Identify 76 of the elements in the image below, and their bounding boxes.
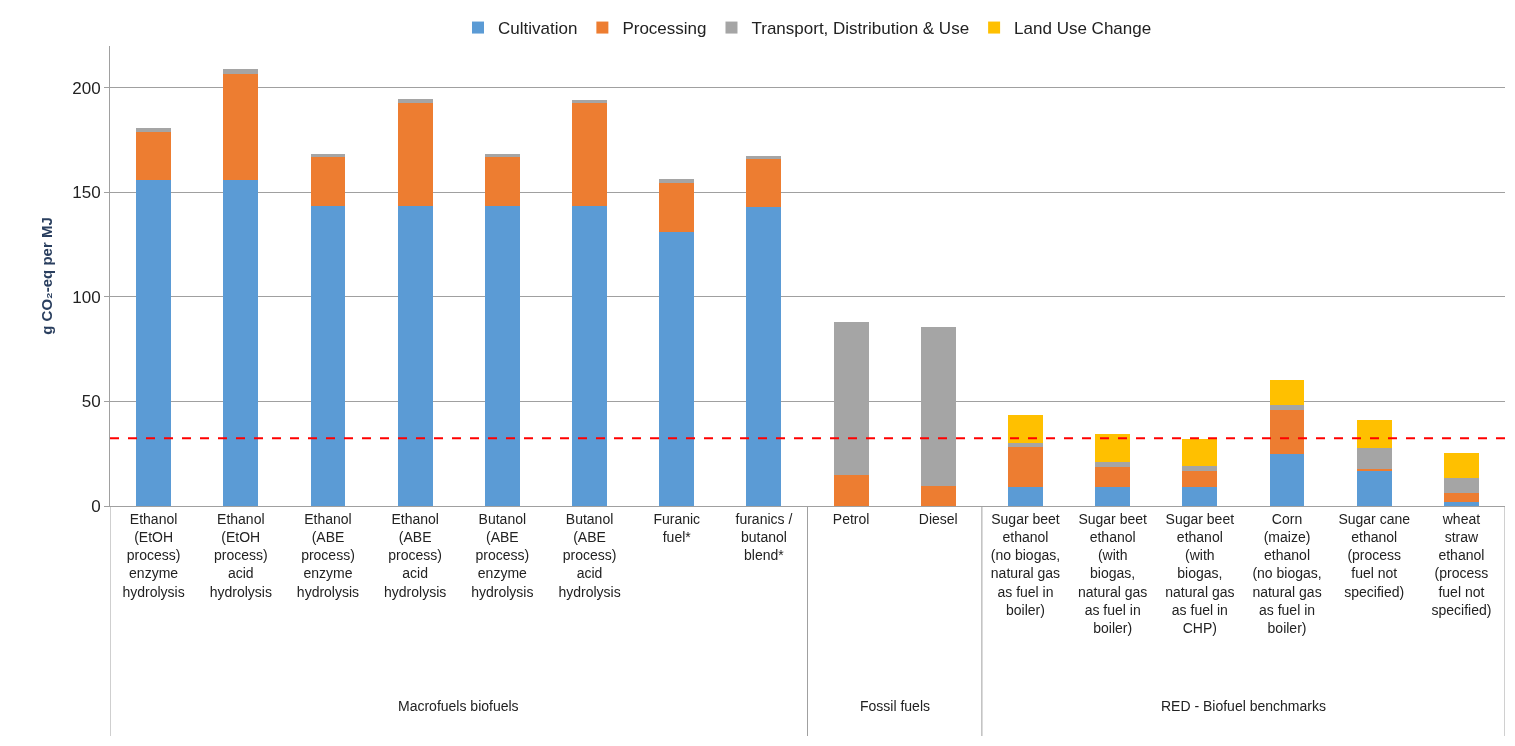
x-tick-label: Butanol (ABE process) acid hydrolysis — [558, 510, 621, 600]
x-tick-label: Butanol (ABE process) enzyme hydrolysis — [471, 510, 534, 600]
x-tick-label: Sugar cane ethanol (process fuel not specified) — [1338, 510, 1411, 600]
y-tick-label: 150 — [72, 183, 101, 203]
bar — [1008, 447, 1043, 487]
x-tick-label: Ethanol (EtOH process) enzyme hydrolysis — [122, 510, 185, 600]
x-tick-label: Sugar beet ethanol (with biogas, natural gas as fuel in CHP) — [1165, 510, 1235, 636]
text: Fossil fuels — [860, 698, 931, 714]
bar — [572, 99, 607, 104]
bar — [746, 207, 782, 506]
bar — [1269, 379, 1305, 405]
bar — [136, 132, 172, 180]
bar — [1356, 448, 1392, 469]
bar — [1356, 420, 1392, 449]
bar — [223, 73, 259, 180]
bar — [1008, 415, 1043, 443]
bar — [1269, 404, 1305, 410]
x-tick-label: Corn (maize) ethanol (no biogas, natural gas as fuel in boiler) — [1252, 510, 1322, 636]
bar — [484, 157, 520, 206]
text: RED - Biofuel benchmarks — [1161, 698, 1326, 714]
x-tick-label: Sugar beet ethanol (with biogas, natural gas as fuel in boiler) — [1078, 510, 1148, 636]
x-tick-label: Ethanol (ABE process) enzyme hydrolysis — [296, 510, 360, 600]
bar — [1443, 502, 1479, 506]
x-tick-label: Diesel — [918, 510, 958, 527]
x-tick-label: furanics / butanol blend* — [735, 510, 793, 564]
bar — [1269, 454, 1305, 506]
x-tick-label: wheat straw ethanol (process fuel not specified) — [1431, 510, 1492, 618]
bar — [659, 232, 695, 506]
y-tick-label: 100 — [72, 287, 101, 307]
bar — [484, 154, 520, 158]
y-axis-title: g CO₂-eq per MJ — [38, 217, 56, 335]
bar — [310, 205, 346, 506]
bar — [572, 103, 607, 206]
bar — [1356, 471, 1392, 506]
bar — [1095, 466, 1131, 487]
y-tick-label: 0 — [91, 496, 101, 516]
bar — [833, 475, 869, 506]
bar — [397, 205, 433, 506]
legend-label: Cultivation — [498, 19, 578, 39]
text: Macrofuels biofuels — [398, 698, 519, 714]
bar — [397, 99, 433, 104]
bar — [484, 205, 520, 506]
bar — [1443, 453, 1479, 478]
bar — [1008, 486, 1043, 506]
legend-label: Processing — [622, 19, 707, 39]
bar — [746, 155, 782, 159]
bar — [1182, 486, 1218, 506]
bar — [920, 485, 956, 506]
bar — [1443, 477, 1479, 493]
bar — [397, 103, 433, 206]
bar — [659, 182, 695, 233]
bar — [1182, 466, 1218, 472]
bar — [1095, 486, 1131, 506]
y-tick-label: 50 — [81, 392, 101, 412]
x-tick-label: Sugar beet ethanol (no biogas, natural gas as fuel in boiler) — [990, 510, 1061, 618]
bar — [310, 157, 346, 206]
x-tick-label: Ethanol (ABE process) acid hydrolysis — [384, 510, 447, 600]
bar — [572, 205, 607, 506]
legend-label: Transport, Distribution & Use — [751, 19, 970, 39]
bar — [746, 158, 782, 208]
legend-label: Land Use Change — [1014, 19, 1152, 39]
bar — [1182, 438, 1218, 467]
bar — [1269, 409, 1305, 455]
bar — [136, 179, 172, 506]
x-tick-label: Furanic fuel* — [653, 510, 701, 545]
y-tick-label: 200 — [72, 78, 101, 98]
bar — [1095, 434, 1131, 463]
bar — [1008, 442, 1043, 448]
bar — [223, 179, 259, 506]
x-tick-label: Petrol — [832, 510, 870, 527]
bar — [659, 179, 695, 183]
bar — [1443, 492, 1479, 503]
bar — [1095, 462, 1131, 467]
bar — [223, 69, 259, 74]
x-tick-label: Ethanol (EtOH process) acid hydrolysis — [209, 510, 272, 600]
bar — [1182, 471, 1218, 487]
